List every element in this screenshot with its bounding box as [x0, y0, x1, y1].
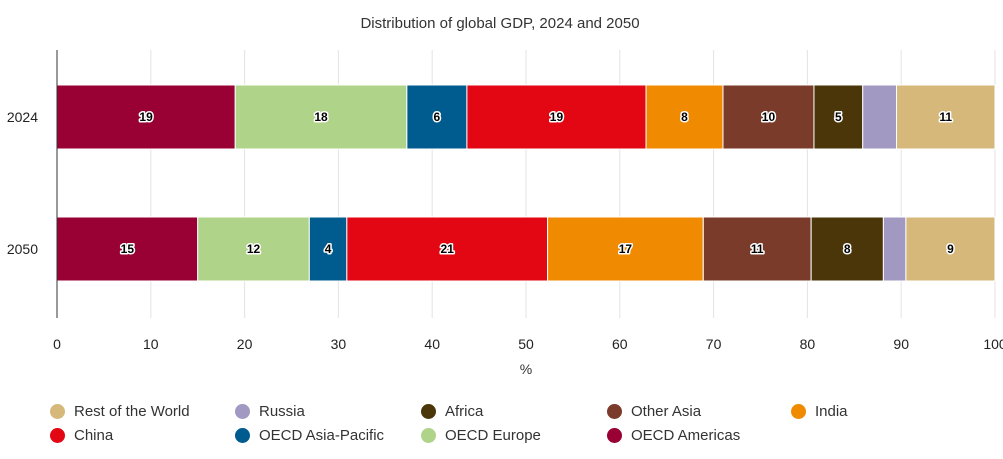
bar-other-asia-2024[interactable]	[722, 84, 815, 150]
legend-label: Other Asia	[631, 403, 702, 420]
data-label: 19	[550, 110, 564, 124]
bar-oecd-americas-2050[interactable]	[56, 216, 199, 282]
y-axis-ticks: 2024 2050	[7, 109, 38, 257]
bar-rest-of-the-world-2024[interactable]	[896, 84, 996, 150]
bar-other-asia-2050[interactable]	[702, 216, 812, 282]
legend-label: India	[815, 403, 848, 420]
legend-item-china[interactable]: China	[50, 427, 113, 444]
bar-africa-2024[interactable]	[813, 84, 864, 150]
legend-swatch	[50, 404, 65, 419]
bar-rest-of-the-world-2050[interactable]	[905, 216, 996, 282]
bar-oecd-europe-2050[interactable]	[197, 216, 310, 282]
bar-oecd-asia-pacific-2024[interactable]	[406, 84, 468, 150]
data-label: 11	[939, 110, 952, 124]
x-tick-label: 50	[518, 336, 534, 352]
legend-swatch	[607, 404, 622, 419]
x-tick-label: 20	[237, 336, 253, 352]
legend-swatch	[791, 404, 806, 419]
legend-swatch	[235, 428, 250, 443]
legend-item-oecd-americas[interactable]: OECD Americas	[607, 427, 740, 444]
chart-title: Distribution of global GDP, 2024 and 205…	[360, 15, 639, 32]
legend-label: Russia	[259, 403, 305, 420]
legend-swatch	[421, 428, 436, 443]
data-label: 17	[619, 242, 633, 256]
x-tick-label: 0	[53, 336, 61, 352]
legend-item-other-asia[interactable]: Other Asia	[607, 403, 701, 420]
legend-item-africa[interactable]: Africa	[421, 403, 483, 420]
bar-india-2050[interactable]	[547, 216, 704, 282]
legend-label: Africa	[445, 403, 484, 420]
x-axis-label: %	[520, 361, 532, 377]
legend-swatch	[235, 404, 250, 419]
bar-india-2024[interactable]	[645, 84, 724, 150]
legend-label: OECD Europe	[445, 427, 541, 444]
legend-item-india[interactable]: India	[791, 403, 848, 420]
data-label: 15	[121, 242, 135, 256]
data-label: 9	[947, 242, 954, 256]
x-axis-ticks: 0 10 20 30 40 50 60 70 80 90 100	[53, 336, 1003, 352]
bar-china-2024[interactable]	[466, 84, 647, 150]
x-tick-label: 30	[331, 336, 347, 352]
data-label: 8	[844, 242, 851, 256]
x-tick-label: 80	[800, 336, 816, 352]
bars	[56, 84, 996, 282]
legend-item-oecd-europe[interactable]: OECD Europe	[421, 427, 541, 444]
legend-item-oecd-asia-pacific[interactable]: OECD Asia-Pacific	[235, 427, 384, 444]
x-tick-label: 60	[612, 336, 628, 352]
legend-swatch	[50, 428, 65, 443]
data-label: 18	[314, 110, 328, 124]
legend-item-rest-of-the-world[interactable]: Rest of the World	[50, 403, 190, 420]
legend-label: OECD Americas	[631, 427, 741, 444]
legend-item-russia[interactable]: Russia	[235, 403, 305, 420]
legend-swatch	[421, 404, 436, 419]
x-tick-label: 70	[706, 336, 722, 352]
data-label: 19	[139, 110, 153, 124]
data-label: 5	[835, 110, 842, 124]
y-tick-label: 2024	[7, 109, 38, 125]
legend-label: Rest of the World	[74, 403, 190, 420]
legend-swatch	[607, 428, 622, 443]
bar-oecd-europe-2024[interactable]	[234, 84, 408, 150]
data-label: 6	[434, 110, 441, 124]
legend-label: OECD Asia-Pacific	[259, 427, 385, 444]
x-tick-label: 10	[143, 336, 159, 352]
data-label: 4	[325, 242, 332, 256]
bar-russia-2050[interactable]	[882, 216, 907, 282]
bar-china-2050[interactable]	[346, 216, 549, 282]
x-tick-label: 40	[424, 336, 440, 352]
x-tick-label: 100	[983, 336, 1003, 352]
y-tick-label: 2050	[7, 241, 38, 257]
data-label: 21	[441, 242, 455, 256]
bar-africa-2050[interactable]	[810, 216, 884, 282]
legend-label: China	[74, 427, 114, 444]
bar-oecd-asia-pacific-2050[interactable]	[308, 216, 348, 282]
data-label: 8	[681, 110, 688, 124]
data-labels: 19 18 6 19 8 10 5 11 15 12 4 21 17 11 8 9	[119, 109, 955, 258]
bar-russia-2024[interactable]	[862, 84, 898, 150]
data-label: 11	[751, 242, 764, 256]
data-label: 12	[247, 242, 261, 256]
x-tick-label: 90	[893, 336, 909, 352]
data-label: 10	[762, 110, 776, 124]
